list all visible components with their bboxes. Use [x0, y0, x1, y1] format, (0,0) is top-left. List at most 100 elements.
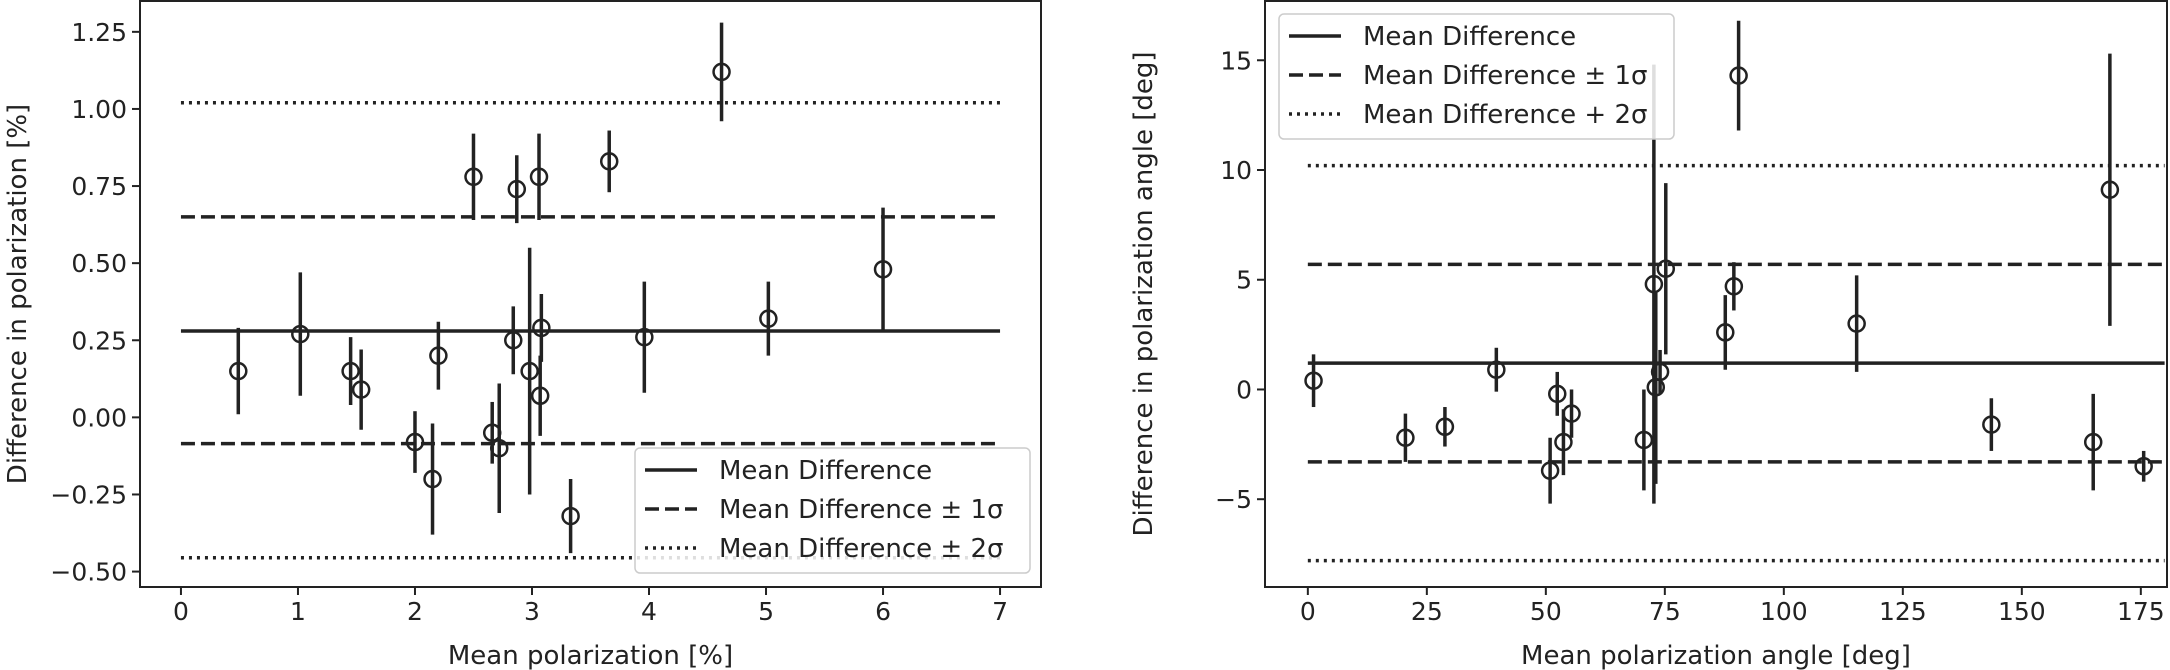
y-tick-label: 0.75	[71, 172, 127, 201]
data-marker	[561, 506, 580, 526]
plot-frame	[139, 0, 1042, 588]
data-point	[291, 272, 310, 396]
x-tick-label: 50	[1530, 597, 1562, 626]
data-marker	[405, 432, 425, 452]
data-marker	[429, 346, 448, 365]
y-tick-label: 0.50	[71, 249, 127, 278]
x-tick-label: 0	[173, 597, 189, 626]
data-point	[1396, 413, 1415, 462]
y-tick-label: 15	[1220, 46, 1252, 75]
data-point	[1562, 389, 1581, 438]
data-marker	[507, 179, 527, 199]
x-tick-label: 2	[407, 597, 423, 626]
chart-polarization-difference: 0 1 2 3 4 5 6 7 −0.50 −0.25 0.00 0.25 0.50 0.75 1.00 1.…	[3, 0, 1042, 670]
data-marker	[1724, 277, 1744, 296]
data-point	[759, 281, 778, 356]
y-tick-label: −0.25	[50, 480, 127, 509]
data-marker	[1644, 274, 1664, 294]
data-marker	[291, 324, 310, 344]
data-point	[1847, 275, 1866, 372]
y-tick-label: −0.50	[50, 558, 127, 587]
data-marker	[1548, 384, 1567, 404]
data-marker	[712, 62, 731, 82]
data-point	[1729, 20, 1748, 131]
x-tick-label: 25	[1411, 597, 1443, 626]
data-marker	[1554, 432, 1573, 452]
data-point	[1435, 407, 1455, 447]
data-point	[351, 349, 371, 430]
data-point	[423, 423, 442, 535]
data-point	[504, 306, 523, 375]
y-tick-label: 1.25	[71, 18, 127, 47]
legend-label: Mean Difference ± 2σ	[719, 534, 1003, 564]
data-point	[405, 411, 425, 473]
data-point	[529, 133, 549, 220]
data-marker	[1656, 259, 1676, 279]
x-tick-label: 4	[641, 597, 657, 626]
data-marker	[635, 327, 654, 347]
data-marker	[1435, 417, 1455, 437]
data-marker	[1562, 404, 1581, 423]
data-marker	[529, 167, 549, 187]
data-marker	[2100, 180, 2120, 199]
data-point	[2083, 393, 2103, 491]
data-point	[464, 133, 483, 220]
data-marker	[1716, 323, 1735, 342]
legend-label: Mean Difference	[719, 456, 932, 486]
data-marker	[229, 361, 248, 381]
x-tick-label: 175	[2117, 597, 2165, 626]
y-axis-label: Difference in polarization [%]	[3, 104, 33, 484]
x-tick-label: 6	[875, 597, 891, 626]
data-marker	[464, 167, 483, 187]
data-marker	[1396, 428, 1415, 448]
data-marker	[351, 380, 371, 399]
data-point	[507, 155, 527, 224]
data-point	[2100, 53, 2120, 326]
data-point	[873, 207, 893, 332]
data-point	[1487, 347, 1506, 392]
data-point	[712, 22, 731, 122]
data-marker	[1729, 66, 1748, 85]
data-marker	[2134, 457, 2153, 476]
data-point	[1540, 437, 1560, 504]
y-tick-label: 10	[1220, 156, 1252, 185]
data-point	[2134, 450, 2153, 482]
data-point	[1656, 183, 1676, 355]
x-axis-label: Mean polarization [%]	[448, 641, 733, 670]
x-tick-label: 75	[1649, 597, 1681, 626]
legend-box	[1278, 13, 1675, 140]
data-point	[489, 383, 509, 513]
y-tick-label: 0	[1236, 375, 1252, 404]
data-point	[561, 479, 580, 554]
data-point	[1304, 354, 1323, 408]
legend-label: Mean Difference	[1363, 22, 1576, 52]
legend-label: Mean Difference ± 1σ	[719, 495, 1003, 525]
x-tick-label: 1	[290, 597, 306, 626]
x-tick-label: 7	[992, 597, 1008, 626]
legend: Mean Difference Mean Difference ± 1σ Mean …	[634, 447, 1031, 574]
data-point	[1724, 262, 1744, 311]
legend-label: Mean Difference + 2σ	[1363, 100, 1647, 130]
plot-frame	[1264, 0, 2168, 588]
data-marker	[1847, 314, 1866, 333]
data-marker	[1487, 360, 1506, 379]
data-point	[530, 355, 550, 436]
data-marker	[599, 152, 619, 171]
data-marker	[423, 469, 442, 489]
data-point	[229, 327, 248, 415]
x-tick-label: 125	[1879, 597, 1927, 626]
legend-label: Mean Difference ± 1σ	[1363, 61, 1647, 91]
data-point	[341, 337, 360, 406]
legend-box	[634, 447, 1031, 574]
x-tick-label: 5	[758, 597, 774, 626]
data-marker	[873, 260, 893, 279]
data-point	[1548, 371, 1567, 416]
data-marker	[759, 309, 778, 328]
x-tick-label: 0	[1300, 597, 1316, 626]
data-marker	[520, 361, 539, 381]
data-point	[520, 247, 539, 495]
x-axis-label: Mean polarization angle [deg]	[1521, 641, 1911, 670]
chart-polarization-angle-difference: 0 25 50 75 100 125 150 175 −5 0 5 10 15 Mean polariza…	[1129, 0, 2168, 670]
data-point	[1554, 409, 1573, 476]
